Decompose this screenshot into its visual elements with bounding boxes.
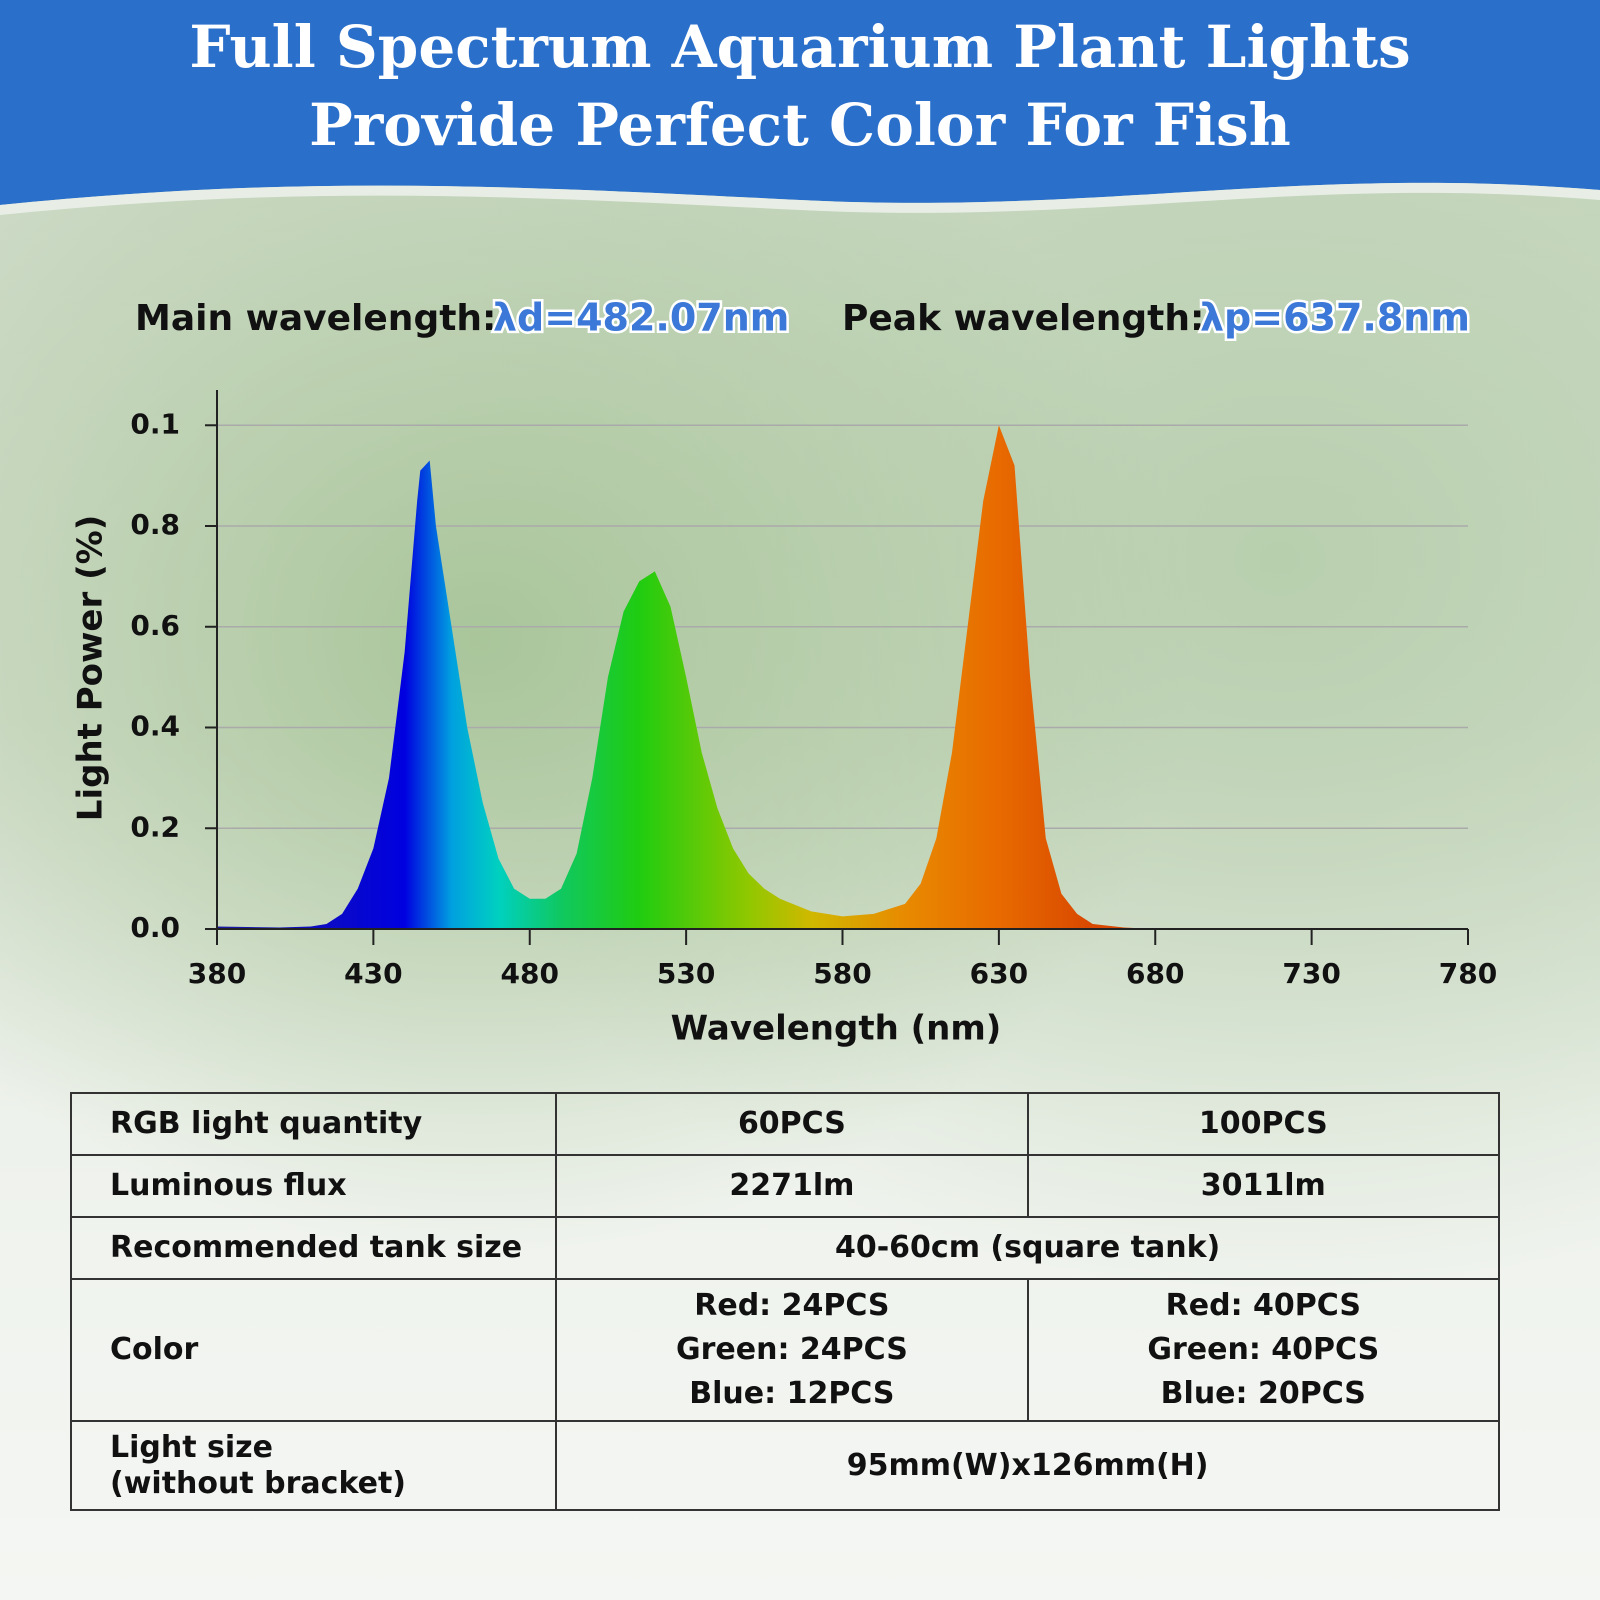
x-tick-label: 630 xyxy=(970,957,1028,990)
main-wavelength-label: Main wavelength: xyxy=(135,298,496,339)
title: Full Spectrum Aquarium Plant Lights xyxy=(189,13,1410,81)
cell-line: Blue: 12PCS xyxy=(689,1376,895,1411)
cell: Red: 24PCS Green: 24PCS Blue: 12PCS xyxy=(555,1278,1029,1422)
row-header: Luminous flux xyxy=(69,1154,558,1218)
header-wave xyxy=(0,182,1600,215)
row-header: Color xyxy=(69,1278,558,1422)
x-tick-label: 380 xyxy=(188,957,246,990)
y-tick-label: 0.6 xyxy=(130,609,180,642)
table-row: Color Red: 24PCS Green: 24PCS Blue: 12PCS Re… xyxy=(69,1278,1501,1422)
y-tick-label: 0.1 xyxy=(130,407,180,440)
cell-line: Blue: 20PCS xyxy=(1160,1376,1366,1411)
y-axis-label: Light Power (%) xyxy=(71,515,111,821)
cell: Red: 40PCS Green: 40PCS Blue: 20PCS xyxy=(1026,1278,1501,1422)
y-tick-label: 0.4 xyxy=(130,710,180,743)
peak-wavelength-label: Peak wavelength: xyxy=(842,298,1204,339)
spectrum-area xyxy=(217,425,1468,929)
cell: 60PCS xyxy=(555,1092,1029,1156)
cell: 2271lm xyxy=(555,1154,1029,1218)
cell-line: Red: 40PCS xyxy=(1165,1288,1361,1323)
x-tick-label: 780 xyxy=(1439,957,1497,990)
row-header: Light size (without bracket) xyxy=(69,1420,558,1511)
x-tick-label: 430 xyxy=(344,957,402,990)
cell: 95mm(W)x126mm(H) xyxy=(555,1420,1500,1511)
row-header: Recommended tank size xyxy=(69,1216,558,1280)
x-tick-label: 730 xyxy=(1282,957,1340,990)
x-axis-label: Wavelength (nm) xyxy=(671,1009,1002,1049)
x-tick-label: 480 xyxy=(501,957,559,990)
y-tick-label: 0.0 xyxy=(130,911,180,944)
cell: 100PCS xyxy=(1026,1092,1501,1156)
peak-wavelength-value: λp=637.8nm xyxy=(1200,296,1470,340)
table-row: RGB light quantity 60PCS 100PCS xyxy=(69,1092,1501,1156)
cell-line: Red: 24PCS xyxy=(694,1288,890,1323)
y-tick-label: 0.8 xyxy=(130,508,180,541)
title: Provide Perfect Color For Fish xyxy=(309,91,1291,159)
cell: 3011lm xyxy=(1026,1154,1501,1218)
header-band xyxy=(0,0,1600,205)
table-row: Light size (without bracket) 95mm(W)x126mm… xyxy=(69,1420,1500,1511)
y-tick-label: 0.2 xyxy=(130,810,180,843)
main-wavelength-value: λd=482.07nm xyxy=(493,296,789,340)
x-tick-label: 580 xyxy=(813,957,871,990)
table-row: Recommended tank size 40-60cm (square tan… xyxy=(69,1216,1500,1280)
cell-line: Green: 24PCS xyxy=(675,1332,908,1367)
table-row: Luminous flux 2271lm 3011lm xyxy=(69,1154,1501,1218)
cell-line: (without bracket) xyxy=(110,1465,407,1501)
cell-line: Light size xyxy=(110,1429,273,1465)
x-tick-label: 530 xyxy=(657,957,715,990)
x-tick-label: 680 xyxy=(1126,957,1184,990)
spec-table: RGB light quantity 60PCS 100PCS Luminous fl… xyxy=(69,1092,1501,1511)
cell: 40-60cm (square tank) xyxy=(555,1216,1500,1280)
row-header: RGB light quantity xyxy=(69,1092,558,1156)
cell-line: Green: 40PCS xyxy=(1147,1332,1380,1367)
